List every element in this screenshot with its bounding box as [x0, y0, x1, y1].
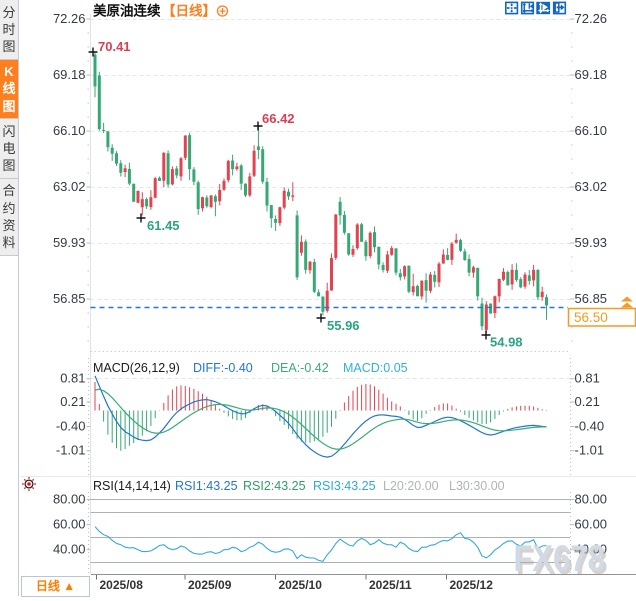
svg-text:FX678: FX678	[514, 538, 605, 579]
svg-text:MACD(26,12,9): MACD(26,12,9)	[93, 361, 180, 375]
svg-text:55.96: 55.96	[327, 318, 360, 333]
svg-text:L20:20.00: L20:20.00	[383, 479, 439, 493]
svg-text:40.00: 40.00	[575, 542, 608, 557]
svg-text:-1.01: -1.01	[575, 443, 605, 458]
svg-text:60.00: 60.00	[53, 517, 86, 532]
svg-text:59.93: 59.93	[53, 235, 86, 250]
svg-text:2025/12: 2025/12	[450, 578, 494, 592]
svg-text:DIFF:-0.40: DIFF:-0.40	[193, 361, 253, 375]
svg-text:59.93: 59.93	[575, 235, 608, 250]
svg-text:72.26: 72.26	[575, 11, 608, 26]
svg-text:RSI2:43.25: RSI2:43.25	[243, 479, 306, 493]
svg-text:2025/10: 2025/10	[279, 578, 323, 592]
svg-text:RSI3:43.25: RSI3:43.25	[313, 479, 376, 493]
svg-text:DEA:-0.42: DEA:-0.42	[271, 361, 329, 375]
svg-text:70.41: 70.41	[98, 39, 131, 54]
svg-text:60.00: 60.00	[575, 517, 608, 532]
svg-text:【日线】: 【日线】	[162, 3, 216, 19]
svg-text:2025/11: 2025/11	[369, 578, 412, 592]
svg-text:56.85: 56.85	[53, 291, 86, 306]
svg-text:54.98: 54.98	[490, 335, 523, 350]
svg-text:-1.01: -1.01	[56, 443, 86, 458]
svg-text:69.18: 69.18	[575, 67, 608, 82]
svg-text:2025/08: 2025/08	[100, 578, 144, 592]
svg-text:56.85: 56.85	[575, 291, 608, 306]
svg-text:0.21: 0.21	[60, 394, 85, 409]
svg-text:-0.40: -0.40	[575, 419, 605, 434]
svg-text:66.42: 66.42	[262, 111, 295, 126]
svg-text:RSI1:43.25: RSI1:43.25	[175, 479, 238, 493]
svg-text:63.02: 63.02	[53, 179, 86, 194]
svg-text:66.10: 66.10	[53, 123, 86, 138]
svg-text:72.26: 72.26	[53, 11, 86, 26]
svg-text:RSI(14,14,14): RSI(14,14,14)	[93, 479, 171, 493]
svg-text:63.02: 63.02	[575, 179, 608, 194]
svg-text:FX678: FX678	[516, 541, 607, 582]
svg-text:MACD:0.05: MACD:0.05	[343, 361, 408, 375]
svg-text:0.81: 0.81	[60, 371, 85, 386]
svg-text:69.18: 69.18	[53, 67, 86, 82]
svg-text:L30:30.00: L30:30.00	[449, 479, 505, 493]
svg-text:-0.40: -0.40	[56, 419, 86, 434]
svg-text:80.00: 80.00	[575, 492, 608, 507]
svg-text:66.10: 66.10	[575, 123, 608, 138]
svg-text:2025/09: 2025/09	[188, 578, 232, 592]
svg-text:0.21: 0.21	[575, 394, 600, 409]
svg-text:0.81: 0.81	[575, 371, 600, 386]
svg-text:56.50: 56.50	[574, 310, 608, 325]
svg-text:40.00: 40.00	[53, 542, 86, 557]
svg-text:61.45: 61.45	[147, 218, 180, 233]
svg-text:美原油连续: 美原油连续	[93, 3, 161, 19]
svg-text:80.00: 80.00	[53, 492, 86, 507]
